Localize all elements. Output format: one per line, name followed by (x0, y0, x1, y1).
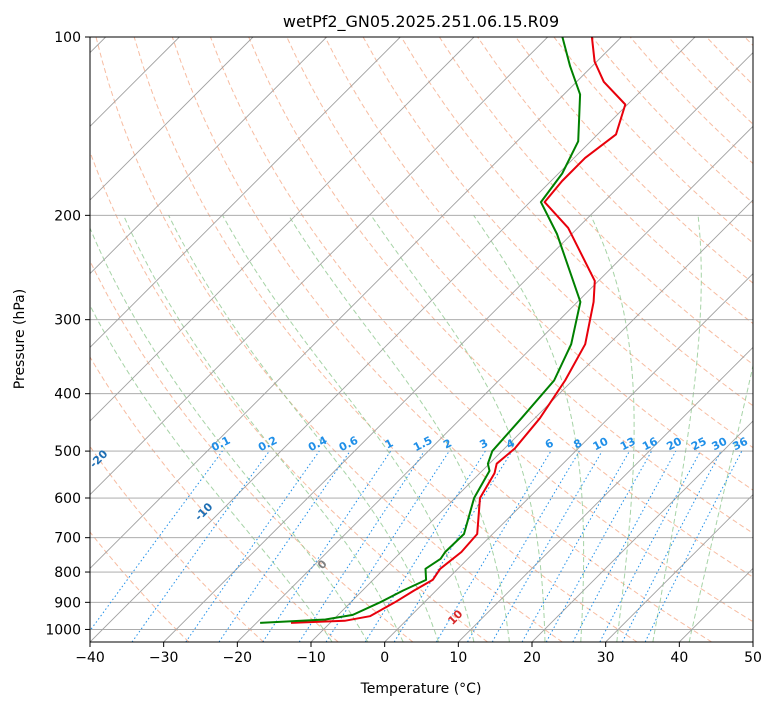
dry-adiabat-line (90, 445, 264, 642)
isotherm-line (458, 346, 753, 642)
isotherm-line (90, 37, 327, 275)
dewpoint-profile-line (260, 37, 582, 624)
dry-adiabat-line (438, 37, 753, 366)
isotherm-line (310, 199, 753, 642)
mixing-ratio-line (185, 450, 320, 642)
isotherm-line (384, 273, 753, 642)
isotherm-line (90, 37, 696, 642)
moist-adiabat-line (688, 363, 753, 642)
y-tick-label: 300 (54, 313, 81, 329)
mixing-ratio-line (298, 450, 425, 642)
isotherm-line (605, 494, 753, 642)
x-tick-label: 0 (380, 650, 389, 666)
isotherm-line (531, 420, 753, 642)
moist-adiabat-line (168, 215, 439, 642)
moist-adiabat-line (123, 215, 404, 642)
x-tick-label: 30 (597, 650, 615, 666)
dry-adiabat-line (95, 37, 563, 642)
dry-adiabat-line (515, 37, 753, 284)
x-tick-label: 40 (670, 650, 688, 666)
y-tick-label: 1000 (45, 622, 81, 638)
y-tick-label: 400 (54, 387, 81, 403)
y-tick-label: 200 (54, 208, 81, 224)
mixing-ratio-label: 10 (591, 435, 611, 454)
mixing-ratio-label: 16 (640, 435, 660, 454)
dry-adiabat-line (133, 37, 638, 642)
isotherm-line (237, 125, 753, 642)
mixing-ratio-line (90, 450, 223, 632)
mixing-ratio-line (393, 450, 513, 642)
mixing-ratio-label: 36 (730, 435, 750, 454)
axes: −40 −30 −20 −10 0 10 20 30 40 50 100 200 300 400 500 60… (45, 30, 762, 666)
mixing-ratio-line (644, 450, 743, 642)
dry-adiabat-line (90, 531, 190, 642)
x-tick-label: −40 (75, 650, 105, 666)
mixing-ratio-label: 20 (664, 435, 684, 454)
y-tick-label: 600 (54, 491, 81, 507)
dry-adiabat-line (400, 37, 753, 407)
plot-frame (89, 36, 754, 643)
y-tick-label: 500 (54, 444, 81, 460)
dry-adiabat-line (210, 37, 753, 623)
y-tick-label: 100 (54, 30, 81, 46)
mixing-ratio-line (325, 450, 450, 642)
y-tick-label: 700 (54, 531, 81, 547)
x-tick-label: 20 (523, 650, 541, 666)
mixing-ratio-line (131, 450, 270, 642)
mixing-ratio-line (218, 450, 351, 642)
isotherm-line (90, 37, 548, 496)
x-tick-label: −20 (223, 650, 253, 666)
isotherm-line (90, 37, 401, 348)
x-tick-label: −30 (149, 650, 179, 666)
mixing-ratio-line (572, 450, 677, 642)
isotherm-line (90, 37, 475, 422)
y-axis-label: Pressure (hPa) (12, 289, 28, 389)
moist-adiabat-line (473, 215, 585, 642)
mixing-ratio-label: 25 (689, 435, 709, 454)
chart-title: wetPf2_GN05.2025.251.06.15.R09 (283, 12, 559, 32)
moist-adiabat-line (90, 226, 369, 642)
isotherm-line (90, 37, 254, 201)
mixing-ratio-label: 13 (618, 435, 638, 454)
dry-adiabat-line (90, 150, 488, 642)
temperature-profile-line (290, 37, 627, 624)
mixing-ratio-line (521, 450, 630, 642)
dry-adiabat-line (90, 356, 339, 642)
x-tick-label: −10 (296, 650, 326, 666)
moist-adiabat-line (590, 215, 635, 642)
x-tick-label: 50 (744, 650, 762, 666)
dry-adiabat-line (324, 37, 753, 491)
moist-adiabat-line (90, 304, 333, 642)
moist-adiabat-line (652, 215, 702, 642)
dry-adiabat-line (248, 37, 753, 578)
mixing-ratio-line (545, 450, 653, 642)
y-tick-label: 900 (54, 595, 81, 611)
profile-lines (260, 37, 627, 624)
mixing-ratio-label: 30 (710, 435, 730, 454)
x-axis-label: Temperature (°C) (360, 681, 482, 697)
y-tick-label: 800 (54, 565, 81, 581)
dry-adiabat-line (171, 37, 712, 642)
isotherm-line (90, 37, 622, 569)
mixing-ratio-line (262, 450, 392, 642)
x-tick-label: 10 (449, 650, 467, 666)
isotherm-line (163, 52, 753, 642)
background-lines (90, 37, 753, 642)
